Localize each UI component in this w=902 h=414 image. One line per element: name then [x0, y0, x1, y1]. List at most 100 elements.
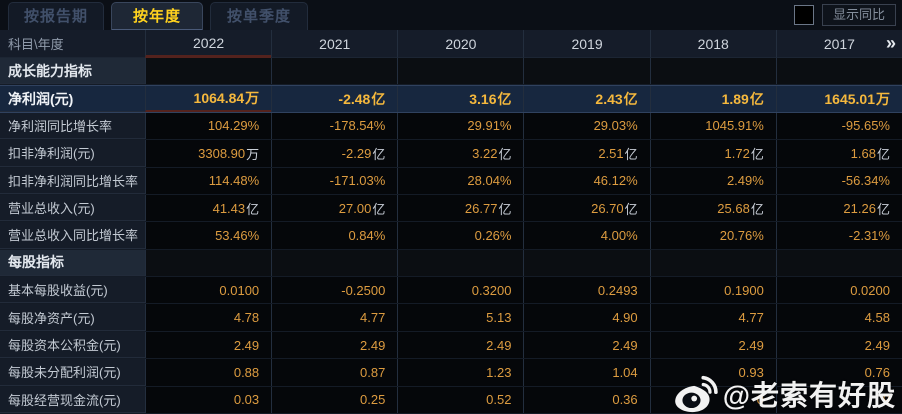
cell-value: [649, 249, 776, 277]
cell-value: 0.3200: [397, 277, 524, 304]
cell-value: -2.48 亿: [271, 86, 398, 112]
row-label: 每股净资产(元): [0, 304, 145, 331]
cell-value: 1.68 亿: [775, 140, 902, 167]
cell-value: -2.31%: [775, 222, 902, 249]
cell-value: 4.90: [523, 304, 650, 331]
cell-value: 0: [649, 386, 776, 413]
table-row: 扣非净利润同比增长率 114.48% -171.03% 28.04% 46.12% 2.4…: [0, 167, 902, 195]
cell-value: -56.34%: [775, 167, 902, 194]
year-header-2019[interactable]: 2019: [523, 30, 650, 58]
cell-value: [397, 249, 524, 277]
cell-value: 25.68 亿: [649, 194, 776, 222]
year-header-2018[interactable]: 2018: [649, 30, 776, 58]
cell-value: 28.04%: [397, 167, 524, 194]
cell-value: -2.29 亿: [271, 140, 398, 167]
tab-by-report-period[interactable]: 按报告期: [8, 2, 104, 30]
row-label: 营业总收入(元): [0, 194, 145, 222]
cell-value: 29.91%: [397, 112, 524, 140]
year-header-2020[interactable]: 2020: [397, 30, 524, 58]
cell-value: 2.49: [397, 331, 524, 359]
row-label: 扣非净利润同比增长率: [0, 167, 145, 194]
cell-value: [397, 58, 524, 85]
cell-value: [775, 249, 902, 277]
cell-value: 3.16 亿: [397, 86, 524, 112]
table-row: 营业总收入同比增长率 53.46% 0.84% 0.26% 4.00% 20.76% -2.…: [0, 222, 902, 250]
year-header-2022[interactable]: 2022: [145, 30, 272, 58]
table-row: 基本每股收益(元) 0.0100 -0.2500 0.3200 0.2493 0.1900…: [0, 277, 902, 305]
cell-value: 1.23: [397, 359, 524, 386]
cell-value: [649, 58, 776, 85]
row-label: 每股经营现金流(元): [0, 386, 145, 413]
cell-value: 2.49%: [649, 167, 776, 194]
cell-value: 0.03: [145, 386, 272, 413]
cell-value: 27.00 亿: [271, 194, 398, 222]
cell-value: 4.58: [775, 304, 902, 331]
table-row: 每股资本公积金(元) 2.49 2.49 2.49 2.49 2.49 2.49: [0, 331, 902, 360]
table-header-row: 科目\年度 2022 2021 2020 2019 2018 2017 »: [0, 30, 902, 58]
cell-value: 0.25: [271, 386, 398, 413]
cell-value: 21.26 亿: [775, 194, 902, 222]
cell-value: 0.52: [397, 386, 524, 413]
show-yoy-label[interactable]: 显示同比: [821, 4, 896, 26]
cell-value: 29.03%: [523, 112, 650, 140]
cell-value: [271, 58, 398, 85]
tab-bar: 按报告期 按年度 按单季度 显示同比: [0, 0, 902, 30]
year-header-2017[interactable]: 2017 »: [775, 30, 902, 58]
row-label: 每股未分配利润(元): [0, 359, 145, 386]
table-row: 每股经营现金流(元) 0.03 0.25 0.52 0.36 0 9: [0, 386, 902, 414]
row-label: 净利润(元): [0, 86, 145, 112]
cell-value: 41.43 亿: [145, 194, 272, 222]
cell-value: 0.87: [271, 359, 398, 386]
table-row: 净利润同比增长率 104.29% -178.54% 29.91% 29.03% 1045.…: [0, 112, 902, 141]
tab-by-year[interactable]: 按年度: [111, 2, 203, 30]
cell-value: 0.76: [775, 359, 902, 386]
table-row: 扣非净利润(元) 3308.90 万 -2.29 亿 3.22 亿 2.51 亿 1.72 亿 1.6…: [0, 140, 902, 168]
cell-value: 5.13: [397, 304, 524, 331]
cell-value: -171.03%: [271, 167, 398, 194]
cell-value: 0.84%: [271, 222, 398, 249]
cell-value: 4.78: [145, 304, 272, 331]
cell-value: 0.0100: [145, 277, 272, 304]
cell-value: [145, 249, 272, 277]
corner-header: 科目\年度: [0, 30, 145, 58]
cell-value: [145, 58, 272, 85]
table-row: 净利润(元) 1064.84 万 -2.48 亿 3.16 亿 2.43 亿 1.89 亿 1645.…: [0, 85, 902, 113]
cell-value: [523, 58, 650, 85]
row-label: 成长能力指标: [0, 58, 145, 85]
row-label: 营业总收入同比增长率: [0, 222, 145, 249]
row-label: 净利润同比增长率: [0, 112, 145, 140]
tab-by-quarter[interactable]: 按单季度: [210, 2, 308, 30]
cell-value: 2.49: [271, 331, 398, 359]
cell-value: 1.89 亿: [649, 86, 776, 112]
cell-value: 3.22 亿: [397, 140, 524, 167]
cell-value: -95.65%: [775, 112, 902, 140]
financial-table: 科目\年度 2022 2021 2020 2019 2018 2017 » 成长…: [0, 30, 902, 414]
year-header-2021[interactable]: 2021: [271, 30, 398, 58]
cell-value: 4.77: [271, 304, 398, 331]
cell-value: 2.51 亿: [523, 140, 650, 167]
show-yoy-checkbox[interactable]: [793, 5, 814, 25]
cell-value: -178.54%: [271, 112, 398, 140]
cell-value: 2.49: [145, 331, 272, 359]
cell-value: 2.49: [523, 331, 650, 359]
cell-value: [775, 58, 902, 85]
table-row: 每股净资产(元) 4.78 4.77 5.13 4.90 4.77 4.58: [0, 304, 902, 332]
cell-value: 9: [775, 386, 902, 413]
cell-value: [271, 249, 398, 277]
table-row: 营业总收入(元) 41.43 亿 27.00 亿 26.77 亿 26.70 亿 25.68 亿 21…: [0, 194, 902, 223]
cell-value: 2.49: [775, 331, 902, 359]
cell-value: 26.77 亿: [397, 194, 524, 222]
cell-value: 104.29%: [145, 112, 272, 140]
cell-value: 4.00%: [523, 222, 650, 249]
table-row: 成长能力指标: [0, 58, 902, 86]
cell-value: 0.93: [649, 359, 776, 386]
row-label: 每股资本公积金(元): [0, 331, 145, 359]
cell-value: 1064.84 万: [145, 86, 272, 112]
cell-value: 0.0200: [775, 277, 902, 304]
cell-value: 0.88: [145, 359, 272, 386]
more-years-chevron-icon[interactable]: »: [885, 33, 896, 53]
row-label: 每股指标: [0, 249, 145, 277]
cell-value: 20.76%: [649, 222, 776, 249]
table-row: 每股未分配利润(元) 0.88 0.87 1.23 1.04 0.93 0.76: [0, 359, 902, 387]
cell-value: 114.48%: [145, 167, 272, 194]
